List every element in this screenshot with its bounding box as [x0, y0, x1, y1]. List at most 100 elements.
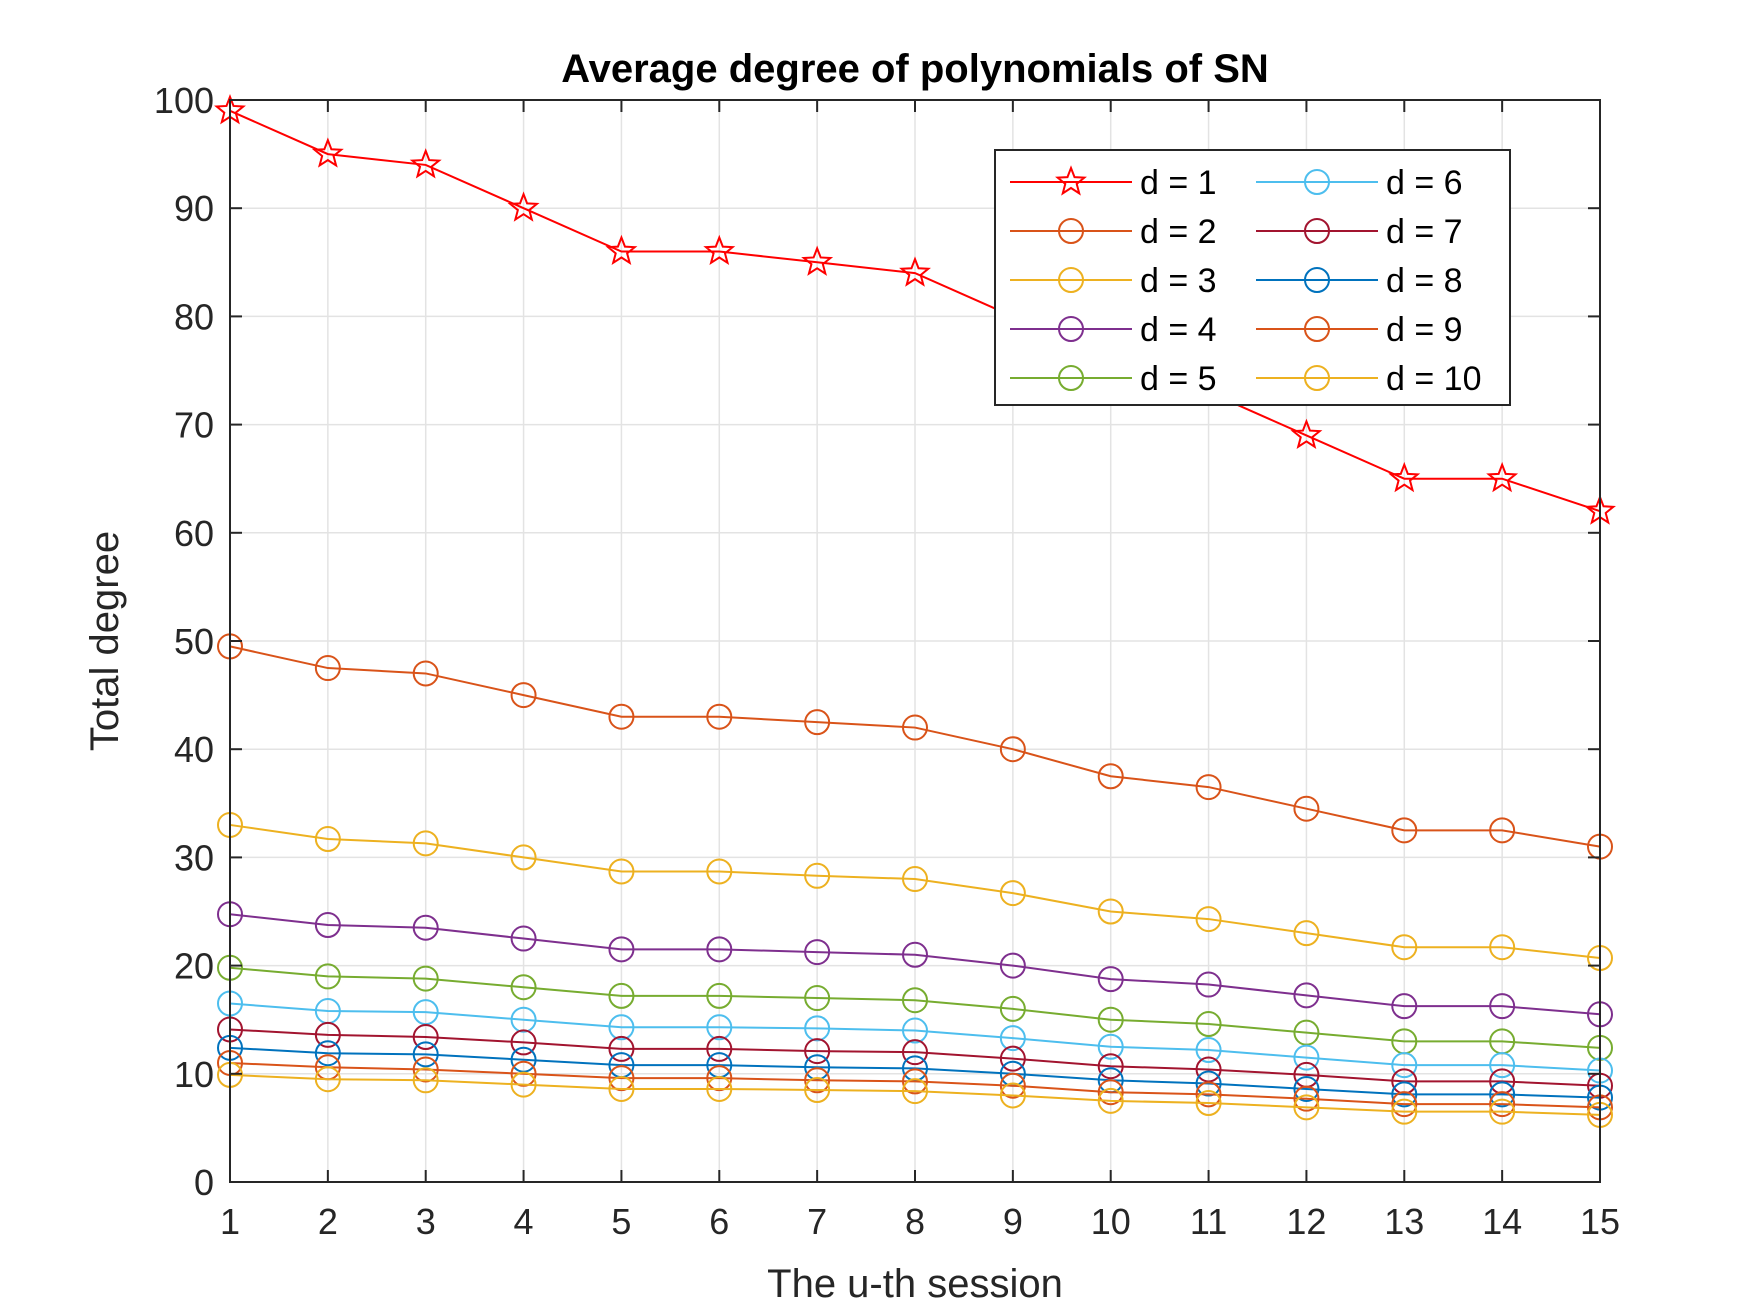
data-point: [902, 1017, 928, 1044]
y-tick-label: 90: [174, 188, 214, 229]
legend-swatch-marker: [1304, 316, 1330, 342]
legend-swatch-marker: [1058, 267, 1084, 293]
data-point: [409, 148, 442, 179]
data-point: [1489, 1081, 1516, 1108]
data-point: [1097, 966, 1124, 993]
data-point: [1489, 817, 1516, 844]
data-point: [1195, 774, 1222, 801]
x-tick-label: 10: [1091, 1201, 1131, 1242]
data-point: [999, 995, 1026, 1022]
data-point: [1391, 993, 1418, 1020]
legend-label: d = 6: [1386, 164, 1463, 202]
data-point: [902, 714, 928, 741]
data-point: [706, 1065, 733, 1092]
data-point: [608, 1035, 635, 1062]
legend-swatch-marker: [1058, 316, 1084, 342]
y-tick-label: 40: [174, 729, 214, 770]
data-point: [1195, 1011, 1222, 1038]
data-point: [999, 952, 1026, 979]
data-point: [314, 655, 341, 682]
x-tick-label: 11: [1190, 1201, 1227, 1242]
x-tick-label: 8: [905, 1201, 925, 1242]
data-point: [706, 936, 733, 963]
legend-item: d = 2: [1010, 213, 1217, 251]
series-line: [229, 645, 1601, 848]
x-tick-label: 12: [1286, 1201, 1326, 1242]
data-point: [804, 1015, 831, 1042]
legend-label: d = 10: [1386, 360, 1481, 398]
legend-label: d = 8: [1386, 262, 1463, 300]
y-tick-label: 60: [174, 513, 214, 554]
x-tick-label: 4: [514, 1201, 534, 1242]
legend-swatch-marker: [1304, 218, 1330, 244]
y-tick-label: 10: [174, 1054, 214, 1095]
x-tick-label: 6: [709, 1201, 729, 1242]
data-point: [1489, 993, 1516, 1020]
x-tick-label: 9: [1003, 1201, 1023, 1242]
data-point: [804, 709, 831, 736]
legend-swatch-marker: [1304, 169, 1330, 195]
series-line: [229, 1073, 1601, 1116]
data-point: [1391, 1081, 1418, 1108]
series-10: [217, 1061, 1613, 1128]
data-point: [510, 925, 537, 952]
series-line: [229, 823, 1601, 960]
data-point: [1388, 461, 1421, 493]
legend-item: d = 6: [1256, 164, 1463, 202]
legend: d = 1 d = 2 d = 3 d = 4 d = 5 d = 6 d = 7 d = 8…: [994, 149, 1511, 406]
x-tick-label: 7: [807, 1201, 827, 1242]
data-point: [902, 866, 928, 893]
data-point: [999, 1072, 1026, 1099]
legend-swatch-marker: [1055, 165, 1087, 196]
data-point: [1195, 971, 1222, 998]
y-tick-label: 50: [174, 621, 214, 662]
legend-item: d = 8: [1256, 262, 1463, 300]
data-point: [311, 137, 344, 168]
data-point: [902, 987, 928, 1014]
x-tick-label: 13: [1384, 1201, 1424, 1242]
series-9: [217, 1049, 1613, 1121]
data-point: [999, 1082, 1026, 1109]
series-line: [229, 966, 1601, 1049]
x-tick-label: 1: [220, 1201, 240, 1242]
data-point: [1290, 418, 1323, 450]
legend-swatch-marker: [1304, 365, 1330, 391]
legend-item: d = 3: [1010, 262, 1217, 300]
data-point: [314, 963, 341, 990]
data-point: [1195, 1081, 1222, 1108]
series-group: [214, 94, 1616, 1128]
data-point: [801, 245, 834, 276]
data-point: [1293, 795, 1320, 822]
data-point: [1293, 982, 1320, 1009]
data-point: [608, 936, 635, 963]
data-point: [1097, 1006, 1124, 1033]
data-point: [706, 1035, 733, 1062]
data-point: [1097, 1053, 1124, 1080]
legend-item: d = 1: [1010, 164, 1217, 202]
legend-label: d = 2: [1140, 213, 1217, 251]
series-line: [229, 1002, 1601, 1072]
data-point: [999, 1025, 1026, 1052]
axis-ticks: [229, 99, 1601, 1183]
data-point: [1293, 920, 1320, 947]
data-point: [1097, 1033, 1124, 1060]
x-tick-label: 5: [611, 1201, 631, 1242]
data-point: [412, 1067, 439, 1094]
data-point: [1489, 1052, 1516, 1079]
data-point: [608, 982, 635, 1009]
y-tick-labels: 0 10 20 30 40 50 60 70 80 90 100: [154, 80, 214, 1203]
data-point: [1097, 763, 1124, 790]
data-point: [999, 1045, 1026, 1072]
legend-box: [994, 149, 1511, 406]
legend-label: d = 4: [1140, 311, 1217, 349]
data-point: [1195, 906, 1222, 933]
data-point: [1391, 1052, 1418, 1079]
data-point: [1391, 817, 1418, 844]
data-point: [608, 703, 635, 730]
data-point: [412, 914, 439, 941]
data-point: [1195, 1090, 1222, 1117]
legend-item: d = 7: [1256, 213, 1463, 251]
series-7: [217, 1016, 1613, 1099]
legend-swatch-marker: [1058, 365, 1084, 391]
legend-item: d = 10: [1256, 360, 1481, 398]
